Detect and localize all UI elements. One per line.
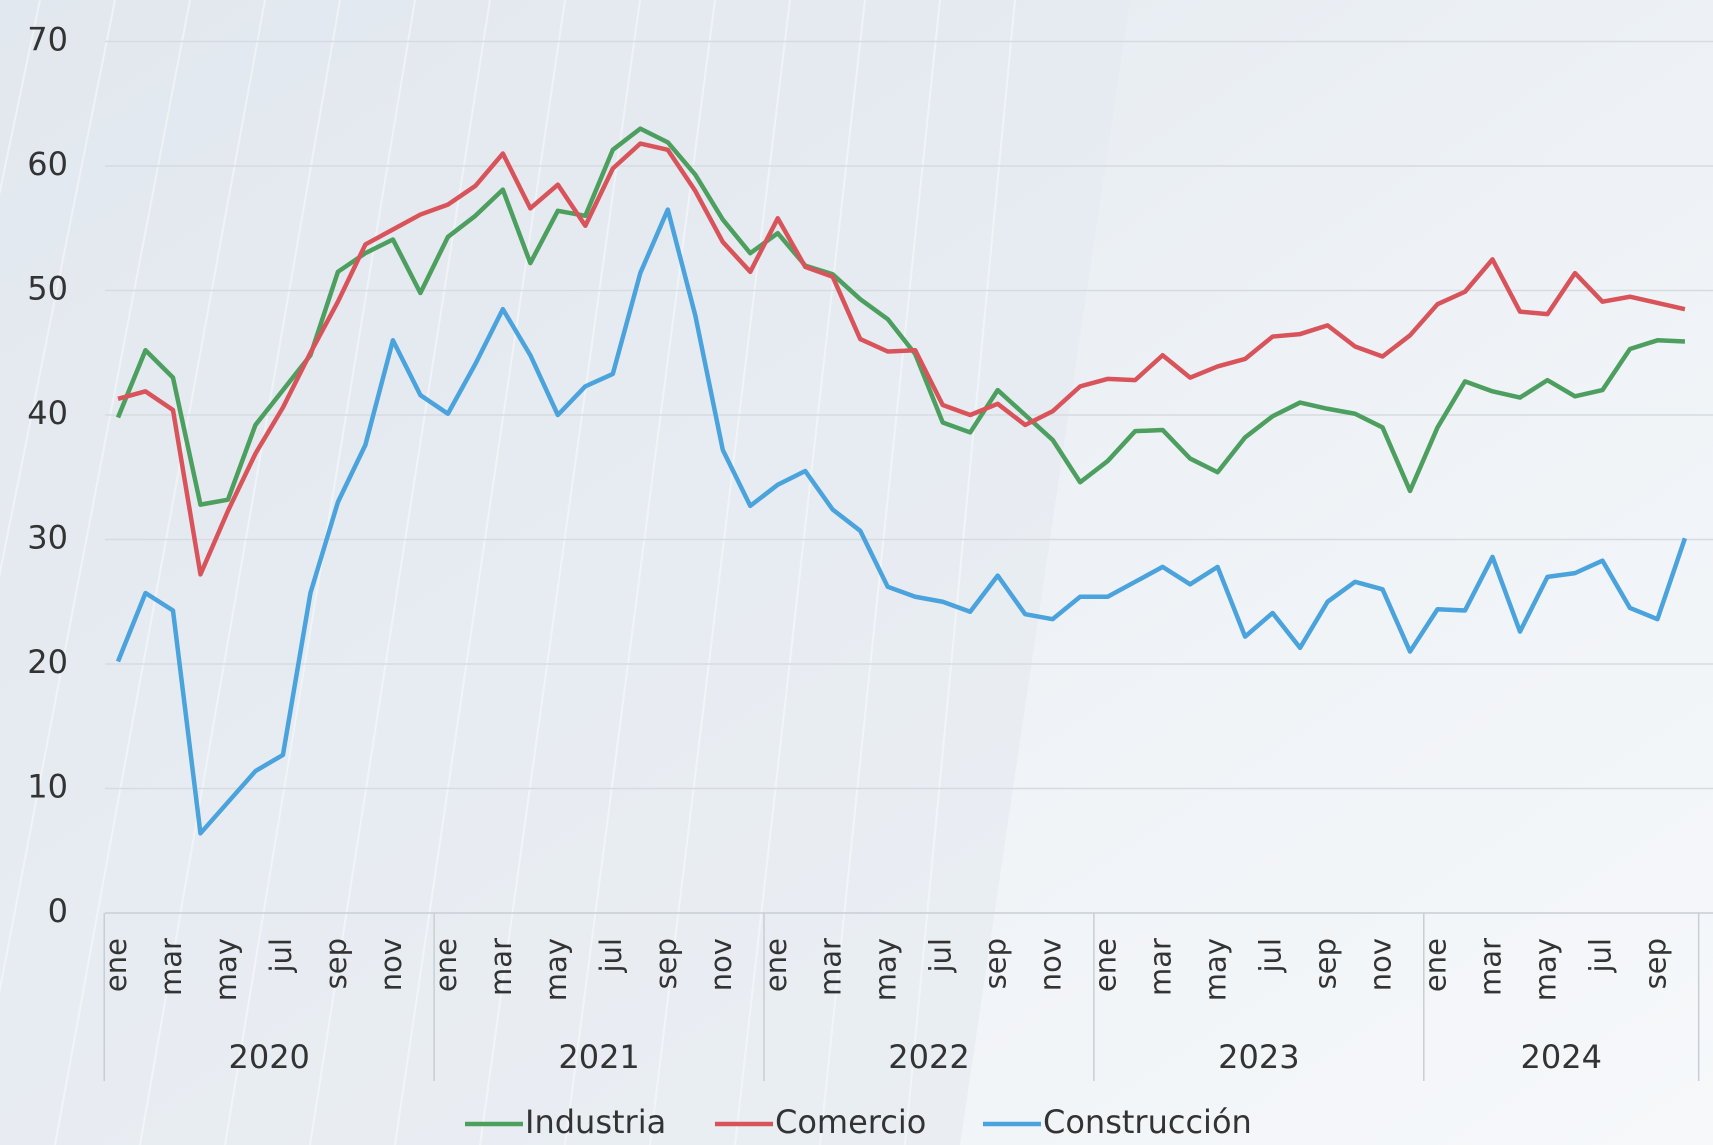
x-tick-label: sep [979,938,1013,989]
x-tick-label: nov [1034,938,1068,991]
x-tick-label: may [869,938,903,1001]
year-label: 2022 [888,1038,969,1076]
y-tick-label: 0 [48,892,68,930]
x-tick-label: nov [704,938,738,991]
x-tick-label: may [539,938,573,1001]
x-tick-label: mar [814,938,848,996]
x-tick-label: jul [264,938,298,974]
legend-label: Construcción [1043,1103,1252,1141]
x-tick-label: jul [1583,938,1617,974]
y-tick-label: 50 [27,270,68,308]
x-tick-label: jul [594,938,628,974]
x-tick-label: sep [319,938,353,989]
x-tick-label: jul [924,938,958,974]
x-tick-label: may [209,938,243,1001]
chart: 010203040506070enemarmayjulsepnovenemarm… [0,0,1713,1145]
x-tick-label: nov [1364,938,1398,991]
y-tick-label: 40 [27,394,68,432]
x-tick-label: may [1528,938,1562,1001]
x-tick-label: mar [484,938,518,996]
y-tick-label: 20 [27,643,68,681]
x-tick-label: mar [1144,938,1178,996]
x-tick-label: nov [374,938,408,991]
legend-label: Industria [525,1103,666,1141]
x-tick-label: may [1199,938,1233,1001]
x-tick-label: mar [154,938,188,996]
y-tick-label: 30 [27,519,68,557]
y-tick-label: 60 [27,145,68,183]
year-label: 2023 [1218,1038,1299,1076]
year-label: 2024 [1521,1038,1602,1076]
x-tick-label: mar [1474,938,1508,996]
year-label: 2021 [558,1038,639,1076]
year-label: 2020 [228,1038,309,1076]
x-tick-label: sep [649,938,683,989]
x-tick-label: sep [1309,938,1343,989]
legend-label: Comercio [775,1103,926,1141]
x-tick-label: jul [1254,938,1288,974]
y-tick-label: 70 [27,21,68,59]
x-tick-label: sep [1638,938,1672,989]
y-tick-label: 10 [27,768,68,806]
